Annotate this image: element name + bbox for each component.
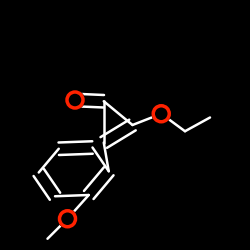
Circle shape <box>58 210 77 228</box>
Circle shape <box>152 104 171 123</box>
Circle shape <box>66 91 84 109</box>
